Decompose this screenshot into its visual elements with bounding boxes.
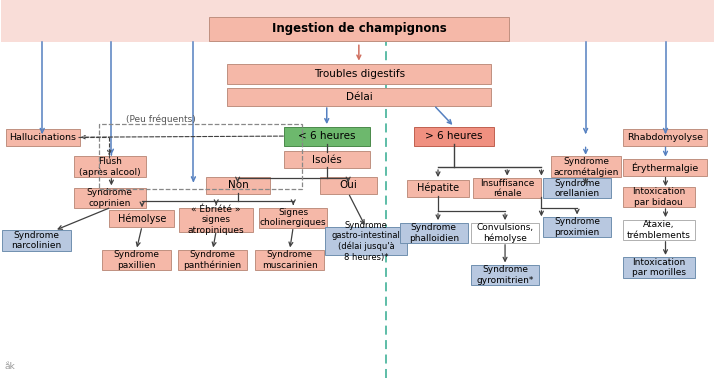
- Text: < 6 heures: < 6 heures: [298, 131, 356, 141]
- FancyBboxPatch shape: [259, 208, 328, 228]
- Text: Hémolyse: Hémolyse: [118, 213, 166, 224]
- FancyBboxPatch shape: [473, 178, 541, 198]
- Text: Hépatite: Hépatite: [417, 183, 459, 194]
- FancyBboxPatch shape: [178, 250, 247, 270]
- Text: Syndrome
narcolinien: Syndrome narcolinien: [11, 231, 61, 250]
- FancyBboxPatch shape: [284, 151, 371, 168]
- FancyBboxPatch shape: [74, 156, 146, 177]
- FancyBboxPatch shape: [320, 177, 378, 194]
- Text: Hallucinations: Hallucinations: [9, 133, 76, 142]
- Text: ắk: ắk: [4, 362, 15, 371]
- FancyBboxPatch shape: [206, 177, 271, 194]
- Text: Syndrome
gyromitrien*: Syndrome gyromitrien*: [476, 265, 534, 285]
- Text: Syndrome
muscarinien: Syndrome muscarinien: [262, 250, 318, 270]
- FancyBboxPatch shape: [543, 178, 611, 198]
- Text: Syndrome
paxillien: Syndrome paxillien: [114, 250, 159, 270]
- FancyBboxPatch shape: [209, 17, 509, 41]
- FancyBboxPatch shape: [326, 227, 407, 255]
- FancyBboxPatch shape: [227, 64, 491, 84]
- Text: Ataxie,
trémblements: Ataxie, trémblements: [627, 220, 690, 240]
- FancyBboxPatch shape: [179, 208, 253, 232]
- Text: Syndrome
gastro-intestinal
(délai jusqu'à
8 heures)*: Syndrome gastro-intestinal (délai jusqu'…: [331, 221, 401, 262]
- FancyBboxPatch shape: [471, 223, 539, 243]
- Text: (Peu fréquents): (Peu fréquents): [126, 115, 196, 124]
- FancyBboxPatch shape: [623, 220, 695, 240]
- Text: Oui: Oui: [340, 180, 358, 190]
- FancyBboxPatch shape: [74, 188, 146, 208]
- FancyBboxPatch shape: [543, 217, 611, 237]
- Text: Rhabdomyolyse: Rhabdomyolyse: [627, 133, 703, 142]
- FancyBboxPatch shape: [623, 257, 695, 278]
- FancyBboxPatch shape: [1, 0, 714, 42]
- Text: Érythermalgie: Érythermalgie: [631, 162, 698, 173]
- FancyBboxPatch shape: [471, 265, 539, 285]
- FancyBboxPatch shape: [2, 230, 71, 251]
- Text: Syndrome
acrométalgien: Syndrome acrométalgien: [553, 157, 619, 177]
- Text: Syndrome
panthérinien: Syndrome panthérinien: [183, 250, 242, 270]
- Text: Isolés: Isolés: [312, 155, 342, 164]
- FancyBboxPatch shape: [551, 156, 621, 177]
- FancyBboxPatch shape: [284, 127, 371, 146]
- Text: > 6 heures: > 6 heures: [426, 131, 483, 141]
- FancyBboxPatch shape: [400, 223, 468, 243]
- FancyBboxPatch shape: [623, 159, 707, 176]
- Text: Ingestion de champignons: Ingestion de champignons: [272, 22, 446, 35]
- Text: Troubles digestifs: Troubles digestifs: [313, 69, 405, 79]
- Text: Délai: Délai: [346, 92, 373, 102]
- Text: Intoxication
par bidaou: Intoxication par bidaou: [632, 187, 685, 207]
- FancyBboxPatch shape: [6, 129, 80, 146]
- Text: Signes
cholinergiques: Signes cholinergiques: [260, 208, 326, 228]
- FancyBboxPatch shape: [623, 187, 695, 207]
- Text: Intoxication
par morilles: Intoxication par morilles: [632, 258, 685, 277]
- FancyBboxPatch shape: [102, 250, 171, 270]
- FancyBboxPatch shape: [227, 88, 491, 106]
- Text: Insuffisance
rénale: Insuffisance rénale: [480, 178, 534, 198]
- Text: Syndrome
orellanien: Syndrome orellanien: [554, 178, 600, 198]
- Text: « Ébriété »
signes
atropiniques: « Ébriété » signes atropiniques: [188, 205, 244, 234]
- FancyBboxPatch shape: [109, 210, 174, 227]
- Text: Syndrome
proximien: Syndrome proximien: [554, 217, 600, 237]
- FancyBboxPatch shape: [407, 180, 469, 197]
- Text: Flush
(après alcool): Flush (après alcool): [79, 157, 141, 177]
- FancyBboxPatch shape: [623, 129, 707, 146]
- Text: Convulsions,
hémolyse: Convulsions, hémolyse: [476, 223, 533, 243]
- Text: Syndrome
coprinien: Syndrome coprinien: [86, 188, 133, 208]
- FancyBboxPatch shape: [415, 127, 493, 146]
- Text: Syndrome
phalloidien: Syndrome phalloidien: [408, 223, 459, 243]
- FancyBboxPatch shape: [256, 250, 324, 270]
- Text: Non: Non: [228, 180, 248, 190]
